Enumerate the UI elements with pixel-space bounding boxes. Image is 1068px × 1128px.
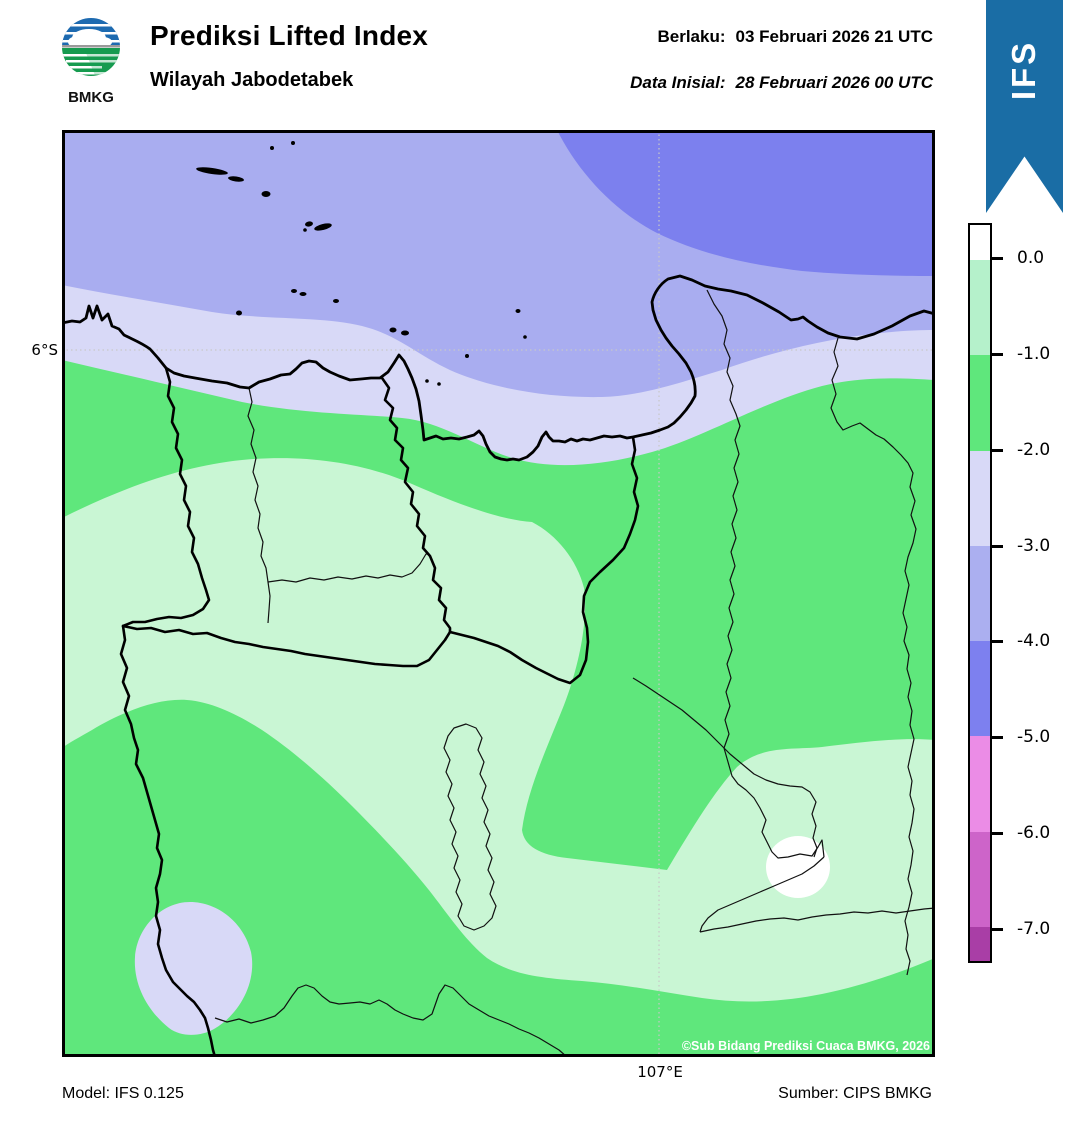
colorbar-tick: -1.0 <box>992 344 1050 364</box>
model-caption: Model: IFS 0.125 <box>62 1085 184 1102</box>
valid-time-label: Berlaku: <box>657 27 726 46</box>
bmkg-logo: BMKG <box>60 16 122 106</box>
colorbar-tick-mark <box>992 831 1003 835</box>
positive-pocket <box>766 836 830 898</box>
map-frame <box>62 130 935 1057</box>
colorbar-tick-label: -1.0 <box>1017 344 1051 364</box>
colorbar-tick: -3.0 <box>992 536 1050 556</box>
colorbar-tick: -7.0 <box>992 919 1050 939</box>
band-0-minus1 <box>62 458 935 1002</box>
model-ribbon: IFS <box>986 0 1063 213</box>
source-caption: Sumber: CIPS BMKG <box>778 1085 932 1102</box>
colorbar-tick-mark <box>992 544 1003 548</box>
colorbar-tick-mark <box>992 448 1003 452</box>
valid-time-value: 03 Februari 2026 21 UTC <box>735 27 933 46</box>
colorbar-segment <box>970 355 990 451</box>
init-time-row: Data Inisial: 28 Februari 2026 00 UTC <box>630 74 933 91</box>
district-boundaries <box>214 289 935 1057</box>
colorbar-segment <box>970 225 990 260</box>
colorbar-segment <box>970 831 990 928</box>
colorbar-segment <box>970 450 990 547</box>
colorbar-tick-label: -3.0 <box>1017 536 1051 556</box>
lavender-pocket <box>134 902 253 1035</box>
init-time-label: Data Inisial: <box>630 73 726 92</box>
colorbar-tick: -6.0 <box>992 823 1050 843</box>
logo-label: BMKG <box>68 89 114 106</box>
colorbar-tick-label: -2.0 <box>1017 440 1051 460</box>
colorbar-tick-label: -6.0 <box>1017 823 1051 843</box>
colorbar-segment <box>970 736 990 832</box>
colorbar-tick-mark <box>992 256 1003 260</box>
coastline <box>62 274 935 462</box>
colorbar-tick: -4.0 <box>992 631 1050 651</box>
colorbar-tick-label: -7.0 <box>1017 919 1051 939</box>
colorbar-segment <box>970 640 990 737</box>
colorbar-tick: 0.0 <box>992 248 1044 268</box>
date-block: Berlaku: 03 Februari 2026 21 UTC Data Ini… <box>630 28 933 91</box>
page-subtitle: Wilayah Jabodetabek <box>150 69 354 91</box>
colorbar-segment <box>970 546 990 641</box>
lon-tick-label: 107°E <box>637 1063 683 1081</box>
valid-time-row: Berlaku: 03 Februari 2026 21 UTC <box>630 28 933 45</box>
islands <box>196 141 527 386</box>
colorbar-tick-mark <box>992 639 1003 643</box>
colorbar-tick: -2.0 <box>992 440 1050 460</box>
lat-tick-label: 6°S <box>31 341 58 359</box>
model-ribbon-label: IFS <box>1005 39 1043 101</box>
map-panel: ©Sub Bidang Prediksi Cuaca BMKG, 2026 <box>62 130 935 1057</box>
map-copyright: ©Sub Bidang Prediksi Cuaca BMKG, 2026 <box>681 1039 930 1053</box>
colorbar-tick-label: -5.0 <box>1017 727 1051 747</box>
band-minus4-minus5 <box>557 130 935 276</box>
colorbar-tick-mark <box>992 735 1003 739</box>
colorbar-segment <box>970 927 990 962</box>
province-boundaries <box>119 366 640 1057</box>
page-title: Prediksi Lifted Index <box>150 20 429 51</box>
colorbar-bar <box>968 223 992 963</box>
colorbar-tick-mark <box>992 352 1003 356</box>
colorbar-tick: -5.0 <box>992 727 1050 747</box>
colorbar-tick-label: 0.0 <box>1017 248 1045 268</box>
colorbar-tick-label: -4.0 <box>1017 631 1051 651</box>
colorbar-segment <box>970 259 990 356</box>
lifted-index-map <box>62 130 935 1057</box>
init-time-value: 28 Februari 2026 00 UTC <box>735 73 933 92</box>
colorbar-tick-mark <box>992 927 1003 931</box>
